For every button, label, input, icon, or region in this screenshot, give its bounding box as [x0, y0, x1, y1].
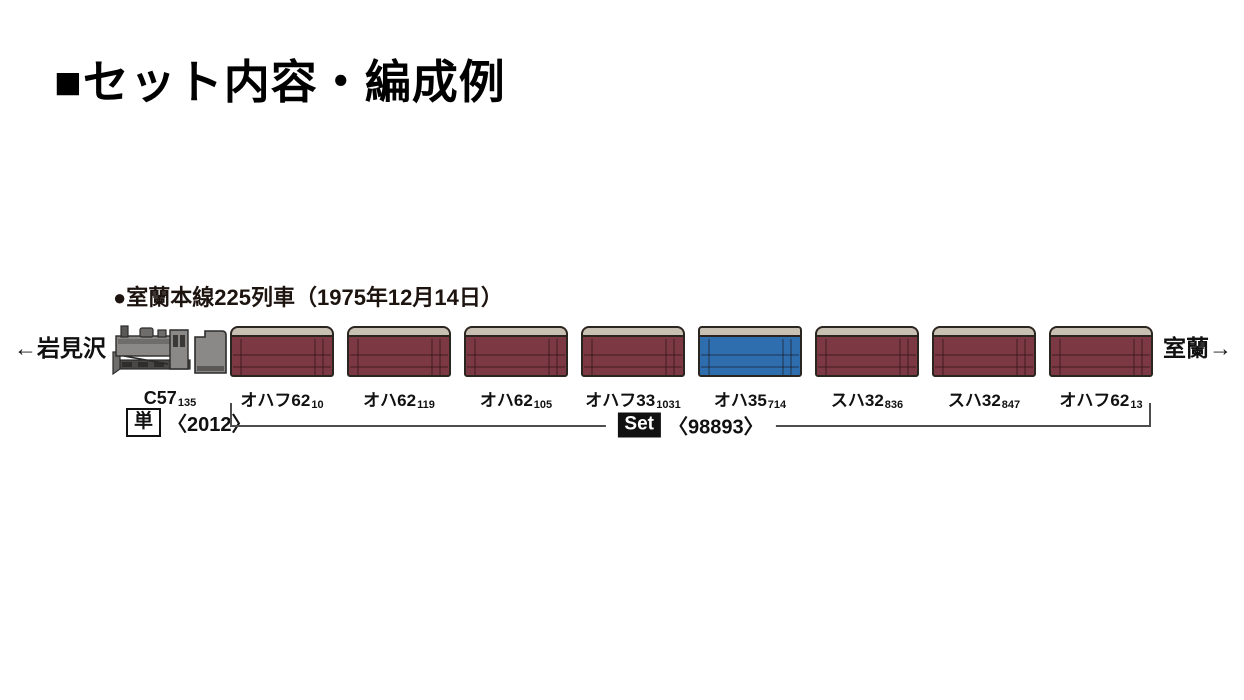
car-block-4: オハフ331031: [581, 326, 685, 411]
page-title: ■セット内容・編成例: [54, 56, 506, 108]
car-label: オハフ6210: [240, 391, 324, 411]
car-block-3: オハ62105: [464, 326, 568, 411]
car-roof: [934, 328, 1034, 337]
passenger-car: [1049, 326, 1153, 377]
car-label: スハ32836: [830, 391, 904, 411]
passenger-car: [932, 326, 1036, 377]
car-roof: [232, 328, 332, 337]
cars-row: オハフ6210 オハ62119 オハ62105: [230, 326, 1153, 411]
car-label: オハフ331031: [585, 391, 681, 411]
train-service-caption: ●室蘭本線225列車（1975年12月14日）: [113, 285, 503, 310]
steam-locomotive-icon: [112, 325, 227, 376]
car-block-7: スハ32847: [932, 326, 1036, 411]
car-block-6: スハ32836: [815, 326, 919, 411]
car-block-1: オハフ6210: [230, 326, 334, 411]
car-block-5: オハ35714: [698, 326, 802, 411]
passenger-car: [581, 326, 685, 377]
car-block-2: オハ62119: [347, 326, 451, 411]
loco-series: C57: [143, 388, 177, 408]
car-label: オハフ6213: [1059, 391, 1143, 411]
set-product-code: 〈98893〉: [667, 416, 764, 439]
car-roof: [466, 328, 566, 337]
passenger-car: [230, 326, 334, 377]
passenger-car-blue: [698, 326, 802, 377]
locomotive-block: C57135: [110, 322, 230, 409]
single-unit-badge: 単: [126, 408, 162, 437]
car-roof: [1051, 328, 1151, 337]
loco-number: 135: [177, 397, 197, 409]
passenger-car: [464, 326, 568, 377]
locomotive-label: C57135: [110, 388, 230, 409]
car-label: オハ35714: [713, 391, 787, 411]
car-label: オハ62105: [479, 391, 553, 411]
car-label: スハ32847: [947, 391, 1021, 411]
car-roof: [700, 328, 800, 337]
set-badge: Set: [617, 412, 661, 438]
set-bracket: Set 〈98893〉: [230, 403, 1151, 440]
passenger-car: [815, 326, 919, 377]
passenger-car: [347, 326, 451, 377]
direction-label-muroran: 室蘭→: [1163, 335, 1232, 361]
car-roof: [583, 328, 683, 337]
car-block-8: オハフ6213: [1049, 326, 1153, 411]
car-roof: [817, 328, 917, 337]
direction-label-iwamizawa: ←岩見沢: [14, 335, 106, 361]
car-roof: [349, 328, 449, 337]
set-label: Set 〈98893〉: [605, 410, 776, 440]
car-label: オハ62119: [363, 391, 435, 411]
